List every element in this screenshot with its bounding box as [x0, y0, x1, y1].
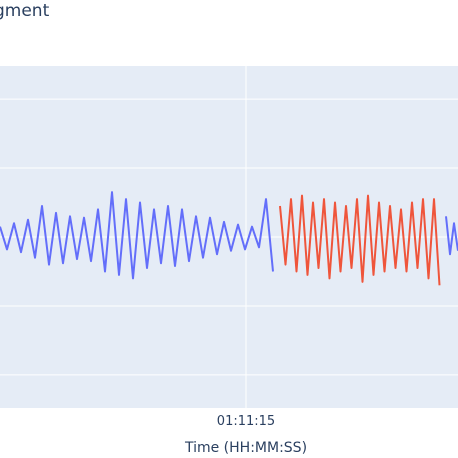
waveform-line — [0, 191, 274, 280]
chart-title: gment — [0, 1, 50, 21]
waveform-line — [445, 216, 458, 256]
x-axis-label: Time (HH:MM:SS) — [184, 440, 307, 456]
plot-lines — [0, 191, 458, 286]
waveform-line — [279, 194, 441, 286]
x-tick-label: 01:11:15 — [217, 414, 275, 429]
